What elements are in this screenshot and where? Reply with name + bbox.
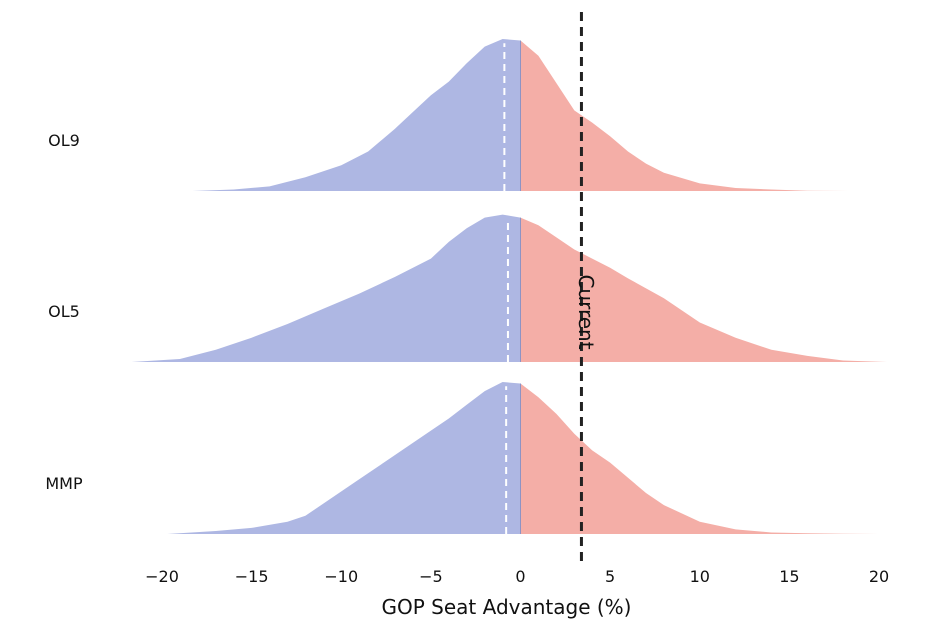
x-tick-label: 10 <box>690 567 710 586</box>
row-label-ol5: OL5 <box>48 302 80 321</box>
x-axis: −20 −15 −10 −5 0 5 10 15 20 <box>145 567 889 586</box>
row-label-mmp: MMP <box>45 474 83 493</box>
ridges <box>131 39 887 534</box>
ridge-ol5 <box>131 214 887 362</box>
x-tick-label: −20 <box>145 567 179 586</box>
ridge-negative-area <box>192 39 521 191</box>
x-tick-label: 15 <box>779 567 799 586</box>
ridge-positive-area <box>520 40 849 191</box>
x-tick-label: 5 <box>605 567 615 586</box>
x-axis-title: GOP Seat Advantage (%) <box>382 595 632 619</box>
x-tick-label: 0 <box>515 567 525 586</box>
current-reference-label: Current <box>574 274 598 349</box>
x-tick-label: −5 <box>419 567 443 586</box>
ridge-ol9 <box>192 39 849 191</box>
ridge-mmp <box>167 382 879 534</box>
ridge-negative-area <box>131 214 521 362</box>
x-tick-label: 20 <box>869 567 889 586</box>
ridge-negative-area <box>167 382 521 534</box>
ridge-positive-area <box>520 383 879 534</box>
x-tick-label: −15 <box>235 567 269 586</box>
row-labels: OL9 OL5 MMP <box>45 131 83 493</box>
x-tick-label: −10 <box>324 567 358 586</box>
row-label-ol9: OL9 <box>48 131 80 150</box>
ridge-positive-area <box>520 217 887 362</box>
